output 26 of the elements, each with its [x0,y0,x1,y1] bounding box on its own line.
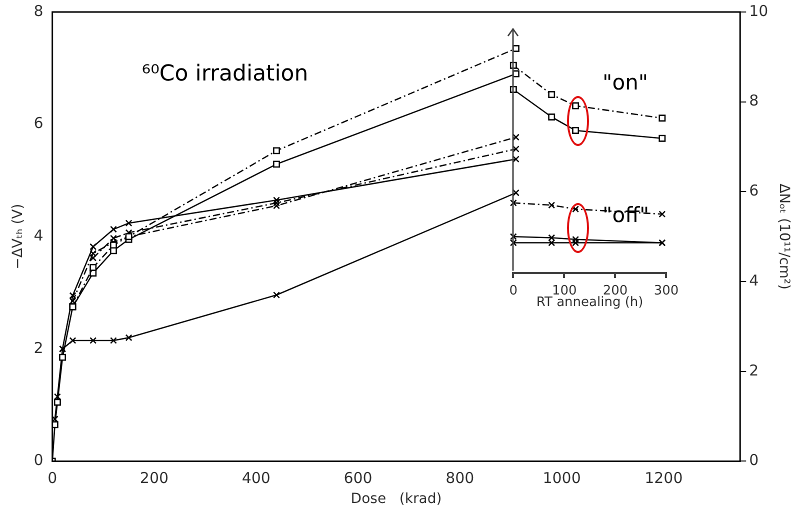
x-tick-label: 1200 [644,469,683,488]
y-tick-label: 0 [34,451,44,470]
y-tick-label: 2 [34,338,44,357]
y2-axis-title: ΔNₒₜ (10¹¹/cm²) [776,184,792,290]
y2-tick-label: 6 [749,182,759,200]
y2-tick-label: 10 [749,2,768,20]
x-tick-label: 600 [344,469,372,488]
x2-tick-label: 300 [654,284,679,299]
x-tick-label: 200 [140,469,169,488]
y-tick-label: 6 [34,114,44,132]
x-tick-label: 1000 [542,469,581,488]
annotation: ⁶⁰Co irradiation [142,62,308,87]
y2-tick-label: 8 [749,92,759,110]
y-axis-title: −ΔVₜₕ (V) [10,204,26,270]
x2-tick-label: 0 [509,284,518,299]
y-tick-label: 4 [34,226,44,244]
x-axis-title: Dose (krad) [350,491,442,508]
y2-tick-label: 0 [749,451,759,470]
y2-tick-label: 4 [749,271,759,290]
x-tick-label: 800 [446,469,474,488]
x-tick-label: 400 [242,469,270,488]
y-tick-label: 8 [34,2,44,20]
annotation: "on" [602,70,648,94]
y2-tick-label: 2 [749,361,759,380]
annotation: "off" [602,202,650,227]
x-tick-label: 0 [48,469,58,488]
